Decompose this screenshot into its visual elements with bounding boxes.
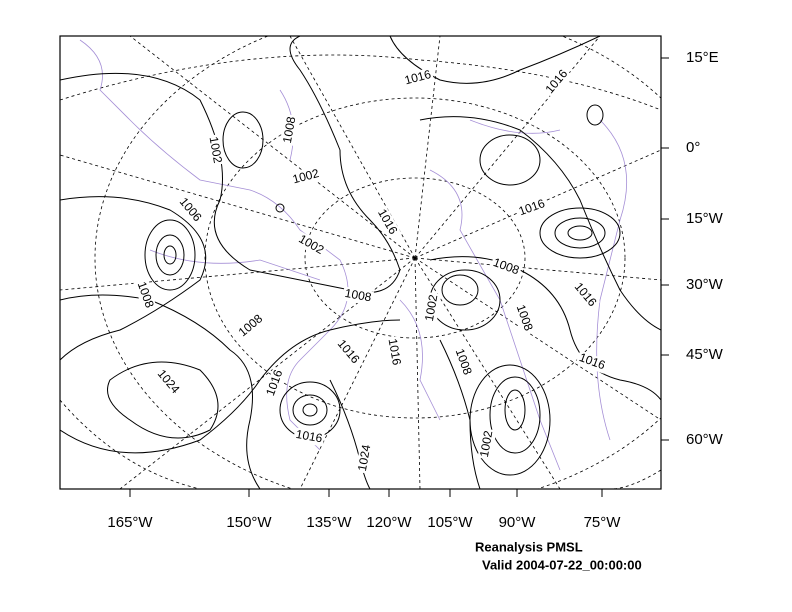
contour-label: 1002 <box>291 166 321 187</box>
lat-label: 45°W <box>686 346 724 363</box>
valid-time: Valid 2004-07-22_00:00:00 <box>482 557 642 572</box>
contour-label-bg <box>263 366 287 400</box>
contour-label: 1008 <box>344 286 373 304</box>
contour-label-bg <box>294 231 328 259</box>
contour-label-bg <box>289 166 323 188</box>
contour-label-bg <box>133 278 157 312</box>
contours <box>60 36 661 489</box>
contour-label: 1008 <box>280 115 298 144</box>
contour-label-bg <box>205 134 225 166</box>
contour-label: 1016 <box>386 337 404 366</box>
contour-label-bg <box>569 279 601 311</box>
lon-label: 75°W <box>584 514 622 531</box>
lon-label: 165°W <box>107 514 153 531</box>
map-frame <box>59 35 662 490</box>
lat-label: 15°E <box>686 49 719 66</box>
contour-label-bg <box>355 442 375 474</box>
lat-label: 30°W <box>686 276 724 293</box>
lon-label: 105°W <box>427 514 473 531</box>
contour-label-bg <box>401 67 435 89</box>
graticule <box>60 36 661 489</box>
lon-label: 135°W <box>306 514 352 531</box>
contour-label-bg <box>489 255 523 279</box>
contour-label-bg <box>293 427 325 447</box>
contour-label-bg <box>332 336 364 368</box>
lat-label: 15°W <box>686 210 724 227</box>
contour-label-bg <box>515 196 549 220</box>
contour-label-bg <box>373 205 401 239</box>
contour-label-bg <box>541 66 573 98</box>
contour-label-bg <box>384 336 404 368</box>
contour-label-bg <box>512 301 536 335</box>
lon-label: 120°W <box>366 514 412 531</box>
contour-label: 1016 <box>403 67 433 88</box>
contour-label-bg <box>152 366 184 398</box>
lon-label: 90°W <box>499 514 537 531</box>
contour-label: 1002 <box>207 135 225 164</box>
contour-label-bg <box>451 345 475 379</box>
contour-label-bg <box>342 286 374 306</box>
contour-label-bg <box>235 310 267 342</box>
contour-label-bg <box>422 292 442 324</box>
lon-label: 150°W <box>226 514 272 531</box>
contour-label: 1002 <box>477 429 495 458</box>
map-title: Reanalysis PMSL <box>475 539 583 554</box>
contour-label-bg <box>575 350 609 374</box>
contour-label-bg <box>280 114 300 146</box>
map-field <box>60 36 661 489</box>
lat-label: 60°W <box>686 431 724 448</box>
contour-label: 1016 <box>295 427 324 445</box>
contour-label-bg <box>174 194 206 226</box>
contour-label: 1002 <box>422 293 440 322</box>
contour-label: 1024 <box>355 443 373 472</box>
lat-label: 0° <box>686 139 700 156</box>
contour-label-bg <box>477 428 497 460</box>
